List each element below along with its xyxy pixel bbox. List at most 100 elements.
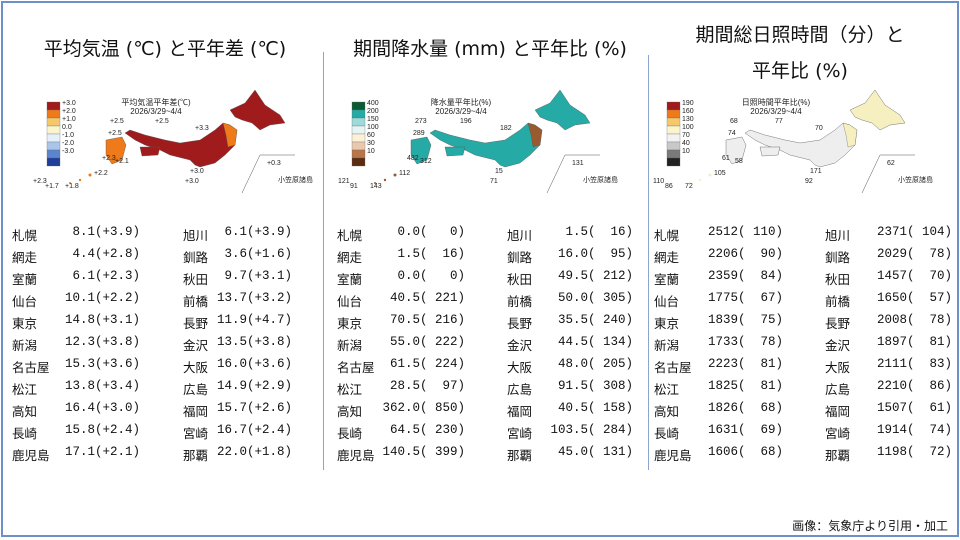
station-value: 1733( 78) — [707, 335, 783, 349]
station-label: +3.3 — [195, 125, 209, 132]
station-name: 長崎 — [654, 426, 680, 441]
station-value: 1825( 81) — [707, 379, 783, 393]
station-row: 高知 16.4(+3.0) — [12, 401, 140, 419]
station-row: 金沢 1897( 81) — [825, 335, 952, 353]
station-name: 室蘭 — [654, 272, 680, 287]
station-value: 6.1(+3.9) — [216, 225, 292, 239]
station-name: 福岡 — [183, 404, 209, 419]
station-value: 15.7(+2.6) — [216, 401, 292, 415]
legend-label: 10 — [682, 148, 690, 155]
station-name: 宮崎 — [825, 426, 851, 441]
station-label: +2.5 — [108, 130, 122, 137]
panel-title: 期間総日照時間（分）と — [695, 24, 905, 46]
station-label: 91 — [350, 183, 358, 190]
hokkaido-shape — [229, 89, 286, 131]
station-value: 40.5( 158) — [550, 401, 633, 415]
legend-label: 150 — [367, 116, 379, 123]
station-name: 金沢 — [825, 338, 851, 353]
legend-swatch — [46, 117, 61, 127]
station-name: 旭川 — [183, 228, 209, 243]
credit-text: 画像：気象庁より引用・加工 — [792, 519, 948, 533]
station-row: 大阪 48.0( 205) — [507, 357, 633, 375]
station-label: 196 — [460, 118, 472, 125]
station-value: 0.0( 0) — [382, 225, 465, 239]
map-period: 2026/3/29~4/4 — [435, 107, 487, 116]
honshu-shape — [744, 122, 858, 168]
station-value: 13.5(+3.8) — [216, 335, 292, 349]
station-value: 2029( 78) — [876, 247, 952, 261]
station-value: 14.8(+3.1) — [64, 313, 140, 327]
station-name: 長野 — [507, 316, 533, 331]
station-name: 網走 — [12, 250, 38, 265]
station-value: 2371( 104) — [876, 225, 952, 239]
station-name: 名古屋 — [12, 360, 50, 375]
legend-swatch — [666, 109, 681, 119]
station-label: 171 — [810, 168, 822, 175]
station-value: 15.3(+3.6) — [64, 357, 140, 371]
legend-swatch — [351, 141, 366, 151]
legend-swatch — [351, 133, 366, 143]
station-name: 新潟 — [12, 338, 38, 353]
station-value: 2210( 86) — [876, 379, 952, 393]
station-name: 金沢 — [183, 338, 209, 353]
station-name: 東京 — [654, 316, 680, 331]
station-value: 22.0(+1.8) — [216, 445, 292, 459]
station-name: 秋田 — [507, 272, 533, 287]
japan-map-svg: 190160130100704010日照時間平年比(%)2026/3/29~4/… — [653, 89, 933, 194]
station-label: 482 — [407, 155, 419, 162]
okinawa-island — [689, 182, 691, 184]
okinawa-island — [393, 173, 397, 177]
station-name: 札幌 — [12, 228, 38, 243]
legend-swatch — [666, 117, 681, 127]
station-label: 62 — [887, 160, 895, 167]
station-value: 8.1(+3.9) — [64, 225, 140, 239]
station-label: 68 — [730, 118, 738, 125]
station-label: +2.1 — [115, 158, 129, 165]
station-label: +2.5 — [110, 118, 124, 125]
station-row: 宮崎 1914( 74) — [825, 423, 952, 441]
station-value: 16.0(+3.6) — [216, 357, 292, 371]
panel-title: 平年比 (%) — [752, 60, 848, 82]
station-row: 大阪 16.0(+3.6) — [183, 357, 292, 375]
shikoku-shape — [444, 146, 466, 157]
station-label: +2.5 — [155, 118, 169, 125]
legend-swatch — [351, 125, 366, 135]
divider — [648, 55, 649, 470]
station-name: 鹿児島 — [337, 448, 375, 463]
map-period: 2026/3/29~4/4 — [130, 107, 182, 116]
station-name: 前橋 — [825, 294, 851, 309]
station-row: 鹿児島 1606( 68) — [654, 445, 783, 463]
station-label: 182 — [500, 125, 512, 132]
station-row: 網走 4.4(+2.8) — [12, 247, 140, 265]
station-name: 長崎 — [337, 426, 363, 441]
legend-swatch — [46, 125, 61, 135]
legend-label: -1.0 — [62, 132, 74, 139]
weather-map: 190 160 130 100 70 40 10 日照時間平年比(%) 2026/3/29~4/… — [650, 85, 940, 195]
legend-label: +3.0 — [62, 100, 76, 107]
station-value: 16.0( 95) — [550, 247, 633, 261]
station-value: 48.0( 205) — [550, 357, 633, 371]
legend-label: 130 — [682, 116, 694, 123]
station-name: 松江 — [12, 382, 38, 397]
legend-swatch — [351, 149, 366, 159]
station-name: 新潟 — [654, 338, 680, 353]
station-name: 網走 — [337, 250, 363, 265]
station-label: 131 — [572, 160, 584, 167]
okinawa-island — [69, 182, 71, 184]
station-name: 秋田 — [825, 272, 851, 287]
legend-label: 160 — [682, 108, 694, 115]
station-value: 49.5( 212) — [550, 269, 633, 283]
legend-label: 400 — [367, 100, 379, 107]
station-value: 16.7(+2.4) — [216, 423, 292, 437]
legend-swatch — [666, 141, 681, 151]
kyushu-shape — [410, 136, 432, 165]
okinawa-island — [374, 182, 376, 184]
station-name: 大阪 — [183, 360, 209, 375]
station-value: 362.0( 850) — [382, 401, 465, 415]
okinawa-island — [383, 178, 387, 182]
station-row: 室蘭 6.1(+2.3) — [12, 269, 140, 287]
station-name: 仙台 — [337, 294, 363, 309]
legend-label: -3.0 — [62, 148, 74, 155]
station-value: 1198( 72) — [876, 445, 952, 459]
islands-label: 小笠原諸島 — [898, 175, 933, 184]
